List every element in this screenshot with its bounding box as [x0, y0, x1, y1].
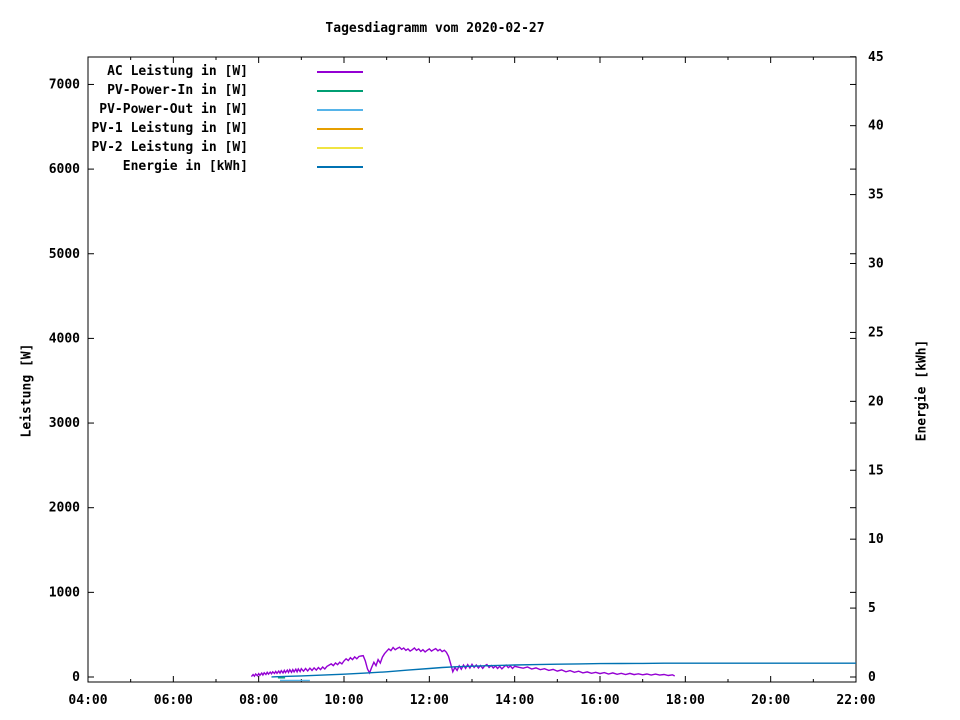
y1-tick-label: 5000: [49, 247, 80, 262]
x-tick-label: 04:00: [68, 693, 107, 708]
x-tick-label: 18:00: [666, 693, 705, 708]
y1-tick-label: 7000: [49, 77, 80, 92]
y1-tick-label: 4000: [49, 331, 80, 346]
x-tick-label: 14:00: [495, 693, 534, 708]
legend-label: PV-1 Leistung in [W]: [91, 121, 248, 136]
legend-sample-line: [317, 166, 363, 168]
y1-tick-label: 2000: [49, 501, 80, 516]
y2-tick-label: 35: [868, 188, 884, 203]
x-tick-label: 06:00: [154, 693, 193, 708]
y2-tick-label: 30: [868, 257, 884, 272]
y1-tick-label: 6000: [49, 162, 80, 177]
legend-sample-line: [317, 109, 363, 111]
legend-item-pv-power-in: PV-Power-In in [W]: [0, 83, 960, 99]
legend-label: PV-2 Leistung in [W]: [91, 140, 248, 155]
y2-tick-label: 40: [868, 119, 884, 134]
y2-tick-label: 20: [868, 394, 884, 409]
x-tick-label: 16:00: [580, 693, 619, 708]
legend-item-pv-power-out: PV-Power-Out in [W]: [0, 102, 960, 118]
x-tick-label: 22:00: [836, 693, 875, 708]
legend-label: PV-Power-Out in [W]: [99, 102, 248, 117]
legend-sample-line: [317, 71, 363, 73]
legend-sample-line: [317, 90, 363, 92]
y2-tick-label: 25: [868, 325, 884, 340]
legend-label: Energie in [kWh]: [122, 159, 248, 174]
y2-tick-label: 10: [868, 532, 884, 547]
legend-label: PV-Power-In in [W]: [107, 83, 248, 98]
x-tick-label: 10:00: [324, 693, 363, 708]
chart-title: Tagesdiagramm vom 2020-02-27: [325, 21, 545, 36]
y1-tick-label: 0: [72, 670, 80, 685]
legend-label: AC Leistung in [W]: [107, 64, 248, 79]
legend-sample-line: [317, 147, 363, 149]
y1-tick-label: 1000: [49, 585, 80, 600]
legend-item-energie: Energie in [kWh]: [0, 159, 960, 175]
y2-tick-label: 0: [868, 670, 876, 685]
y2-tick-label: 5: [868, 601, 876, 616]
legend-item-pv-2-leistung: PV-2 Leistung in [W]: [0, 140, 960, 156]
legend-item-ac-leistung: AC Leistung in [W]: [0, 64, 960, 80]
y2-tick-label: 45: [868, 50, 884, 65]
series-line-ac-leistung-in-w: [250, 646, 676, 678]
y2-tick-label: 15: [868, 463, 884, 478]
x-tick-label: 20:00: [751, 693, 790, 708]
x-tick-label: 08:00: [239, 693, 278, 708]
series-line-energie-in-kwh: [271, 662, 856, 678]
legend-item-pv-1-leistung: PV-1 Leistung in [W]: [0, 121, 960, 137]
y1-tick-label: 3000: [49, 416, 80, 431]
legend-sample-line: [317, 128, 363, 130]
x-tick-label: 12:00: [410, 693, 449, 708]
